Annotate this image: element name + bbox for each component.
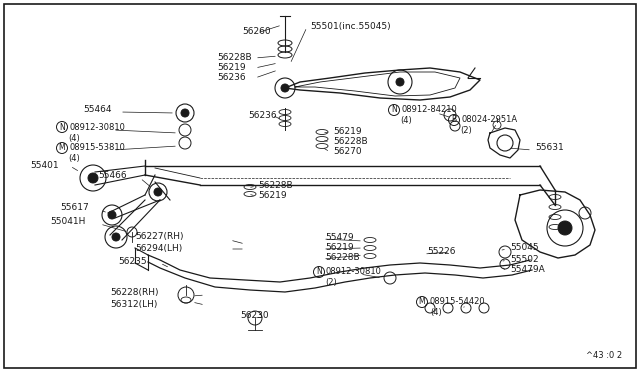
Circle shape [88,173,98,183]
Text: N: N [316,267,322,276]
Text: (4): (4) [400,116,412,125]
Text: 55466: 55466 [98,171,127,180]
Text: 56236: 56236 [248,110,276,119]
Text: 56228B: 56228B [325,253,360,263]
Text: 08912-30810: 08912-30810 [326,267,382,276]
Text: 55501(inc.55045): 55501(inc.55045) [310,22,390,32]
Text: 55479: 55479 [325,234,354,243]
Text: (4): (4) [430,308,442,317]
Text: ^43 :0 2: ^43 :0 2 [586,350,622,359]
Text: 56312(LH): 56312(LH) [110,299,157,308]
Text: 55401: 55401 [30,160,59,170]
Text: 08912-84210: 08912-84210 [401,106,457,115]
Text: 56219: 56219 [325,244,354,253]
Circle shape [181,109,189,117]
Text: B: B [451,115,456,125]
Text: 56228B: 56228B [333,137,367,145]
Text: 56219: 56219 [217,64,246,73]
Text: 08915-53810: 08915-53810 [69,144,125,153]
Text: 56228B: 56228B [258,180,292,189]
Text: 08912-30810: 08912-30810 [69,122,125,131]
Text: 08915-54420: 08915-54420 [429,298,484,307]
Text: 55617: 55617 [60,203,89,212]
Text: 55226: 55226 [427,247,456,257]
Text: 56236: 56236 [217,74,246,83]
Text: 56230: 56230 [240,311,269,321]
Text: M: M [419,298,426,307]
Text: 55045: 55045 [510,244,539,253]
Text: 56219: 56219 [333,126,362,135]
Text: 56294(LH): 56294(LH) [135,244,182,253]
Circle shape [112,233,120,241]
Circle shape [154,188,162,196]
Circle shape [396,78,404,86]
Text: 56260: 56260 [242,28,271,36]
Circle shape [558,221,572,235]
Text: (2): (2) [460,126,472,135]
Text: N: N [59,122,65,131]
Text: (2): (2) [325,279,337,288]
Text: 55479A: 55479A [510,266,545,275]
Text: 55464: 55464 [83,106,111,115]
Text: (4): (4) [68,134,80,142]
Text: 55502: 55502 [510,254,539,263]
Circle shape [108,211,116,219]
Text: 56235: 56235 [118,257,147,266]
Text: 55631: 55631 [535,144,564,153]
Text: 56219: 56219 [258,190,287,199]
Text: 55041H: 55041H [50,218,85,227]
Text: 56227(RH): 56227(RH) [135,232,184,241]
Text: 56228(RH): 56228(RH) [110,289,159,298]
Text: N: N [391,106,397,115]
Text: (4): (4) [68,154,80,164]
Text: 56270: 56270 [333,147,362,155]
Text: 56228B: 56228B [217,54,252,62]
Circle shape [281,84,289,92]
Text: 08024-2951A: 08024-2951A [461,115,517,125]
Text: M: M [59,144,65,153]
